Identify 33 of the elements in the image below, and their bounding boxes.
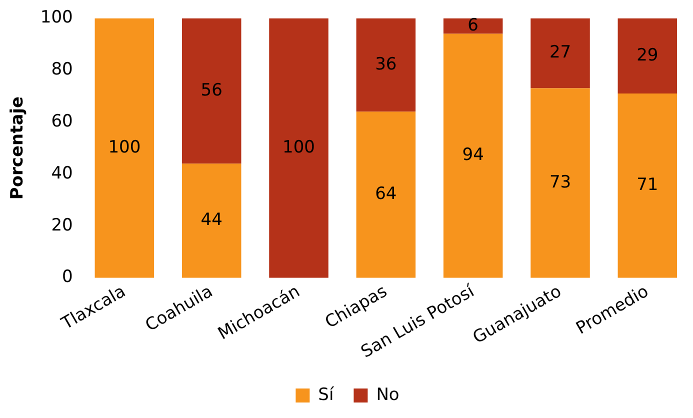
data-label: 100 — [108, 137, 141, 158]
y-tick-label: 40 — [51, 163, 73, 184]
data-label: 64 — [375, 184, 397, 204]
bar — [94, 18, 154, 278]
bar — [182, 164, 242, 278]
data-label: 44 — [200, 210, 222, 230]
bar — [618, 18, 678, 94]
data-label: 56 — [200, 80, 222, 100]
bar — [530, 88, 590, 278]
bar — [530, 18, 590, 88]
bar — [443, 34, 503, 278]
bar — [182, 18, 242, 164]
data-label: 6 — [468, 15, 479, 36]
bar — [356, 112, 416, 278]
y-tick-label: 20 — [51, 215, 73, 236]
bar — [269, 18, 328, 278]
bar — [618, 93, 678, 278]
y-tick-label: 0 — [62, 267, 73, 288]
data-label: 27 — [549, 42, 572, 63]
data-label: 94 — [462, 145, 484, 166]
data-label: 100 — [282, 137, 315, 158]
data-label: 73 — [549, 172, 572, 192]
y-tick-label: 60 — [51, 111, 73, 132]
legend-label: Sí — [318, 384, 335, 405]
y-tick-label: 80 — [51, 60, 73, 80]
legend-label: No — [376, 384, 400, 405]
bar — [356, 18, 416, 112]
data-label: 36 — [375, 54, 397, 74]
bar — [443, 18, 503, 34]
y-axis-title: Porcentaje — [8, 96, 28, 200]
data-label: 29 — [636, 45, 658, 66]
data-label: 71 — [636, 175, 658, 196]
y-tick-label: 100 — [40, 8, 73, 28]
